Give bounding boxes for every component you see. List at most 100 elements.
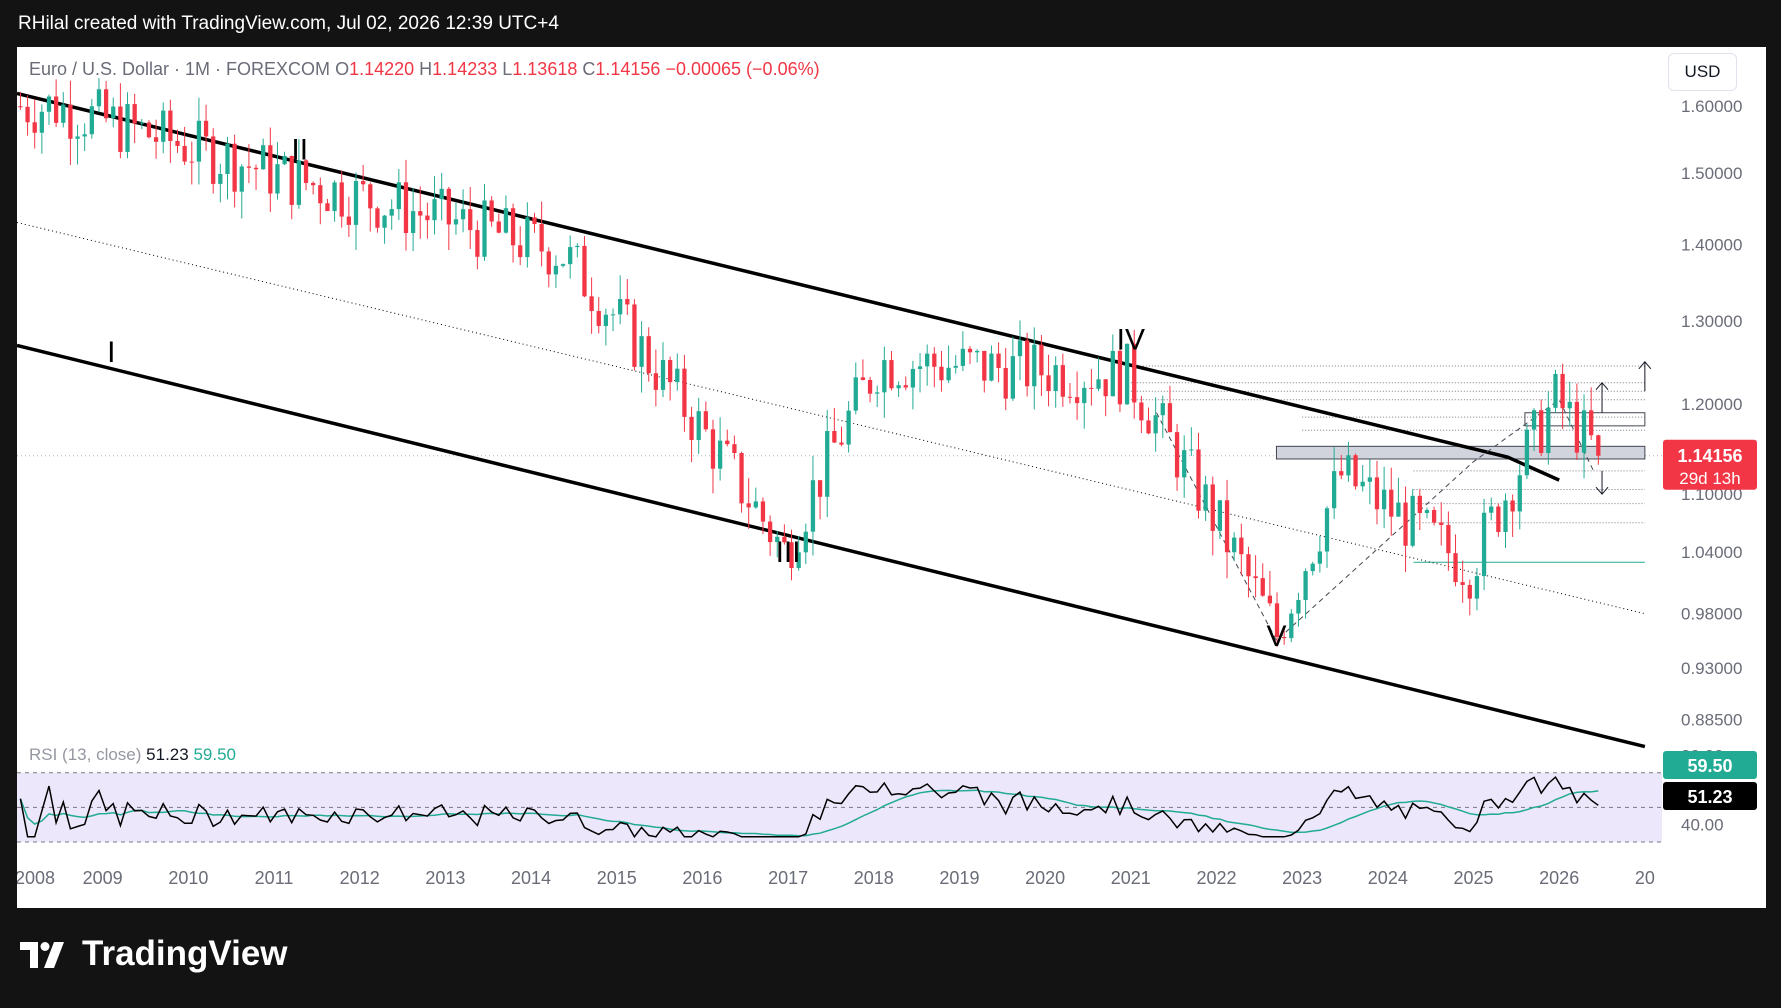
candle-body: [782, 536, 787, 543]
candle-body: [1082, 387, 1087, 404]
target-arrow-head: [1595, 486, 1609, 495]
candle-body: [1203, 484, 1208, 511]
candle-body: [703, 411, 708, 430]
candle-body: [432, 199, 437, 221]
close-value: 1.14156: [595, 59, 661, 79]
candle-body: [725, 440, 730, 445]
candle-body: [1353, 455, 1358, 487]
candle-body: [125, 104, 130, 152]
chart-pane[interactable]: I II III IV V 1.60000 1.50000 1.40000 1.30000 1.…: [17, 47, 1766, 908]
candle-body: [1539, 410, 1544, 454]
candle-body: [996, 353, 1001, 369]
open-value: 1.14220: [349, 59, 415, 79]
candle-body: [96, 89, 102, 107]
candle-body: [1424, 510, 1430, 513]
candle-body: [1453, 553, 1458, 583]
candle-body: [925, 353, 930, 367]
candle-body: [153, 137, 159, 142]
rsi-axis-label: 40.00: [1681, 816, 1724, 835]
candles: [18, 78, 1601, 647]
x-axis-label: 2026: [1539, 868, 1579, 888]
currency-button[interactable]: USD: [1668, 53, 1737, 91]
wave-label: I: [107, 336, 115, 369]
candle-body: [360, 181, 366, 185]
candle-body: [653, 373, 659, 390]
candle-body: [1567, 401, 1572, 409]
candle-body: [239, 166, 244, 192]
candle-body: [875, 392, 880, 394]
candle-body: [1032, 344, 1037, 387]
x-axis-label: 2025: [1453, 868, 1493, 888]
candle-body: [496, 221, 501, 233]
candle-body: [46, 96, 52, 112]
candle-body: [1574, 401, 1580, 453]
channel-lines: [17, 91, 1646, 749]
candle-body: [625, 299, 630, 305]
x-axis-label: 2015: [597, 868, 637, 888]
rsi-label[interactable]: RSI (13, close): [29, 745, 142, 764]
candle-body: [1410, 495, 1415, 546]
candle-body: [710, 429, 716, 469]
candle-body: [753, 501, 758, 508]
candle-body: [810, 480, 816, 532]
x-axis-label: 2011: [255, 868, 294, 888]
candle-body: [1103, 379, 1108, 397]
candle-body: [825, 431, 830, 497]
x-axis-label: 2023: [1282, 868, 1322, 888]
y-axis-label: 1.40000: [1681, 235, 1742, 254]
candle-body: [161, 110, 166, 142]
candle-body: [53, 96, 59, 123]
candle-body: [389, 209, 394, 216]
candle-body: [318, 185, 323, 204]
candle-body: [1167, 403, 1173, 433]
candle-body: [382, 215, 387, 228]
candle-body: [1531, 410, 1537, 430]
low-label: L: [502, 59, 513, 79]
candle-body: [668, 360, 673, 383]
candle-body: [1510, 500, 1515, 512]
candle-body: [1417, 495, 1422, 513]
candle-body: [1339, 471, 1344, 476]
candle-body: [375, 208, 380, 228]
candle-body: [1182, 450, 1187, 478]
candle-body: [61, 104, 66, 123]
candle-body: [325, 203, 330, 212]
candle-body: [1346, 455, 1351, 476]
candle-body: [596, 311, 601, 326]
rsi-pane: [17, 772, 1662, 843]
candle-body: [1160, 403, 1165, 416]
candle-body: [839, 442, 844, 445]
footer-brand: TradingView: [82, 934, 288, 973]
candle-body: [568, 247, 573, 265]
candle-body: [332, 182, 337, 212]
candle-body: [89, 106, 94, 135]
candle-body: [846, 410, 851, 445]
candle-body: [1253, 576, 1258, 579]
y-axis-label: 1.04000: [1681, 543, 1742, 562]
candle-body: [1481, 512, 1487, 577]
candle-body: [732, 444, 737, 454]
candle-body: [425, 215, 430, 221]
candle-body: [1589, 410, 1594, 436]
candle-body: [1060, 365, 1065, 397]
candle-body: [139, 122, 144, 124]
candle-body: [910, 368, 916, 388]
candle-body: [1146, 420, 1151, 434]
candle-body: [1024, 340, 1030, 387]
candle-body: [760, 501, 766, 522]
candle-body: [175, 140, 180, 146]
candle-body: [767, 521, 773, 543]
candle-body: [439, 188, 444, 200]
caption-text: RHilal created with TradingView.com, Jul…: [18, 13, 559, 34]
candle-body: [1053, 365, 1058, 392]
wave-label: IV: [1117, 323, 1145, 356]
symbol-title[interactable]: Euro / U.S. Dollar · 1M · FOREXCOM: [29, 59, 331, 79]
candle-body: [446, 188, 451, 225]
candle-body: [639, 336, 644, 367]
candle-body: [68, 104, 73, 139]
candle-body: [18, 106, 23, 108]
candle-body: [339, 182, 344, 217]
candle-body: [118, 106, 123, 152]
